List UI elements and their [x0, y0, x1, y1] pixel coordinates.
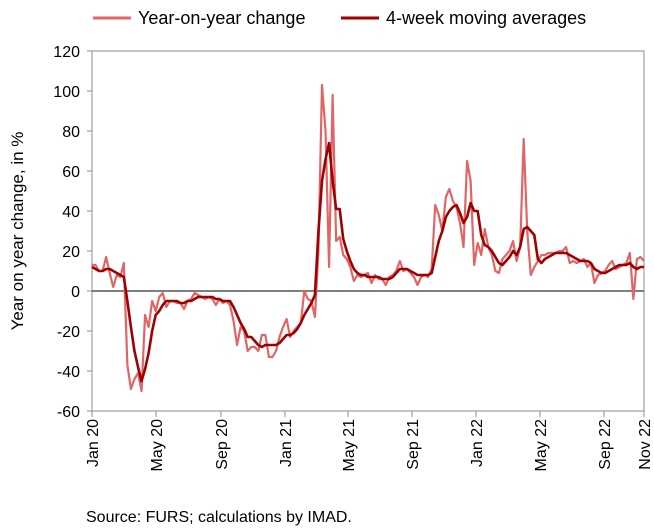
y-tick-label: -60	[57, 404, 80, 421]
legend-label-yoy: Year-on-year change	[138, 8, 305, 28]
series-layer	[91, 83, 645, 393]
y-tick-label: 20	[62, 244, 80, 261]
y-axis: -60 -40 -20 0 20 40 60 80 100 120	[53, 44, 92, 421]
x-tick-label: Jan 21	[278, 419, 295, 467]
series-line-moving-average	[91, 141, 644, 383]
x-tick-label: Nov 22	[637, 419, 654, 470]
source-note: Source: FURS; calculations by IMAD.	[86, 509, 352, 526]
y-tick-label: 40	[62, 204, 80, 221]
y-tick-label: 120	[53, 44, 80, 61]
x-tick-label: Sep 20	[214, 419, 231, 470]
x-tick-label: Sep 22	[597, 419, 614, 470]
x-tick-label: Jan 20	[85, 419, 102, 467]
y-tick-label: 100	[53, 84, 80, 101]
y-tick-label: 0	[71, 284, 80, 301]
x-axis: Jan 20 May 20 Sep 20 Jan 21 May 21 Sep 21 Jan …	[85, 411, 654, 471]
x-tick-label: Jan 22	[469, 419, 486, 467]
x-tick-label: Sep 21	[405, 419, 422, 470]
y-tick-label: -20	[57, 324, 80, 341]
x-tick-label: May 22	[533, 419, 550, 472]
plot-area	[91, 50, 645, 412]
legend: Year-on-year change 4-week moving averag…	[93, 8, 586, 28]
y-axis-label: Year on year change, in %	[8, 132, 27, 331]
y-tick-label: 80	[62, 124, 80, 141]
x-tick-label: May 21	[341, 419, 358, 472]
x-tick-label: May 20	[149, 419, 166, 472]
y-tick-label: -40	[57, 364, 80, 381]
y-tick-label: 60	[62, 164, 80, 181]
legend-label-ma: 4-week moving averages	[386, 8, 586, 28]
series-line-yoy	[92, 83, 645, 393]
